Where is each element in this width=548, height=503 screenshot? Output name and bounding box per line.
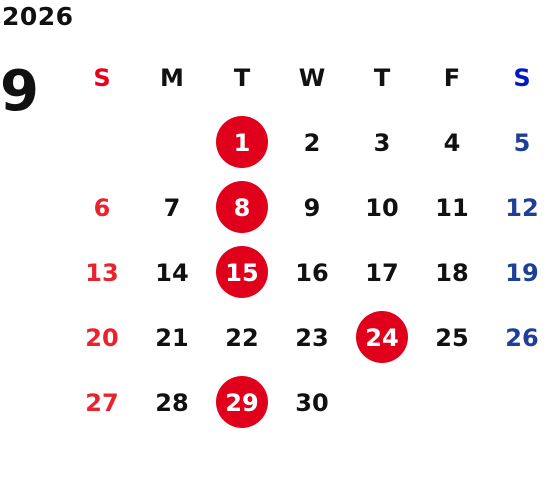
weekday-header: F bbox=[417, 45, 487, 110]
highlighted-day-cell: 15 bbox=[207, 240, 277, 305]
day-number: 18 bbox=[435, 258, 469, 287]
highlighted-day-cell: 29 bbox=[207, 370, 277, 435]
day-number: 16 bbox=[295, 258, 329, 287]
day-cell: 11 bbox=[417, 175, 487, 240]
highlight-circle bbox=[356, 311, 408, 363]
day-number: 4 bbox=[443, 128, 461, 157]
day-number: 7 bbox=[163, 193, 181, 222]
day-number: 14 bbox=[155, 258, 189, 287]
day-number: 5 bbox=[513, 128, 531, 157]
highlighted-day-cell: 1 bbox=[207, 110, 277, 175]
day-number: 8 bbox=[233, 193, 251, 222]
day-number: 15 bbox=[225, 258, 259, 287]
day-number: 11 bbox=[435, 193, 469, 222]
day-number: 22 bbox=[225, 323, 259, 352]
weekday-header: W bbox=[277, 45, 347, 110]
day-number: 13 bbox=[85, 258, 119, 287]
weekday-header: T bbox=[347, 45, 417, 110]
day-cell: 19 bbox=[487, 240, 548, 305]
day-cell: 4 bbox=[417, 110, 487, 175]
day-number: 19 bbox=[505, 258, 539, 287]
month-number: 9 bbox=[0, 59, 39, 124]
highlight-circle bbox=[216, 376, 268, 428]
day-cell: 28 bbox=[137, 370, 207, 435]
day-number: 9 bbox=[303, 193, 321, 222]
weekday-label: S bbox=[93, 63, 111, 92]
highlight-circle bbox=[216, 246, 268, 298]
day-number: 6 bbox=[93, 193, 111, 222]
weekday-label: S bbox=[513, 63, 531, 92]
day-number: 3 bbox=[373, 128, 391, 157]
day-cell: 14 bbox=[137, 240, 207, 305]
year-label: 2026 bbox=[2, 2, 74, 31]
day-number: 25 bbox=[435, 323, 469, 352]
weekday-header: M bbox=[137, 45, 207, 110]
highlight-circle bbox=[216, 181, 268, 233]
day-cell: 20 bbox=[67, 305, 137, 370]
day-number: 28 bbox=[155, 388, 189, 417]
day-cell: 25 bbox=[417, 305, 487, 370]
day-cell: 17 bbox=[347, 240, 417, 305]
weekday-label: T bbox=[233, 63, 251, 92]
day-number: 26 bbox=[505, 323, 539, 352]
day-cell: 13 bbox=[67, 240, 137, 305]
weekday-label: T bbox=[373, 63, 391, 92]
weekday-header: S bbox=[67, 45, 137, 110]
day-cell: 3 bbox=[347, 110, 417, 175]
weekday-label: M bbox=[160, 63, 184, 92]
day-cell: 2 bbox=[277, 110, 347, 175]
day-cell: 9 bbox=[277, 175, 347, 240]
day-cell: 21 bbox=[137, 305, 207, 370]
day-number: 30 bbox=[295, 388, 329, 417]
day-cell: 27 bbox=[67, 370, 137, 435]
day-number: 17 bbox=[365, 258, 399, 287]
weekday-header: T bbox=[207, 45, 277, 110]
day-cell: 22 bbox=[207, 305, 277, 370]
day-cell: 7 bbox=[137, 175, 207, 240]
day-cell: 16 bbox=[277, 240, 347, 305]
day-number: 20 bbox=[85, 323, 119, 352]
day-number: 27 bbox=[85, 388, 119, 417]
weekday-label: W bbox=[298, 63, 326, 92]
day-number: 2 bbox=[303, 128, 321, 157]
weekday-header: S bbox=[487, 45, 548, 110]
weekday-label: F bbox=[443, 63, 461, 92]
day-number: 1 bbox=[233, 128, 251, 157]
day-cell: 26 bbox=[487, 305, 548, 370]
day-cell: 30 bbox=[277, 370, 347, 435]
day-cell: 10 bbox=[347, 175, 417, 240]
day-cell: 23 bbox=[277, 305, 347, 370]
day-cell: 18 bbox=[417, 240, 487, 305]
day-number: 23 bbox=[295, 323, 329, 352]
day-number: 10 bbox=[365, 193, 399, 222]
day-number: 21 bbox=[155, 323, 189, 352]
day-number: 12 bbox=[505, 193, 539, 222]
highlighted-day-cell: 24 bbox=[347, 305, 417, 370]
highlighted-day-cell: 8 bbox=[207, 175, 277, 240]
day-number: 29 bbox=[225, 388, 259, 417]
day-cell: 5 bbox=[487, 110, 548, 175]
day-cell: 6 bbox=[67, 175, 137, 240]
day-cell: 12 bbox=[487, 175, 548, 240]
day-number: 24 bbox=[365, 323, 399, 352]
highlight-circle bbox=[216, 116, 268, 168]
